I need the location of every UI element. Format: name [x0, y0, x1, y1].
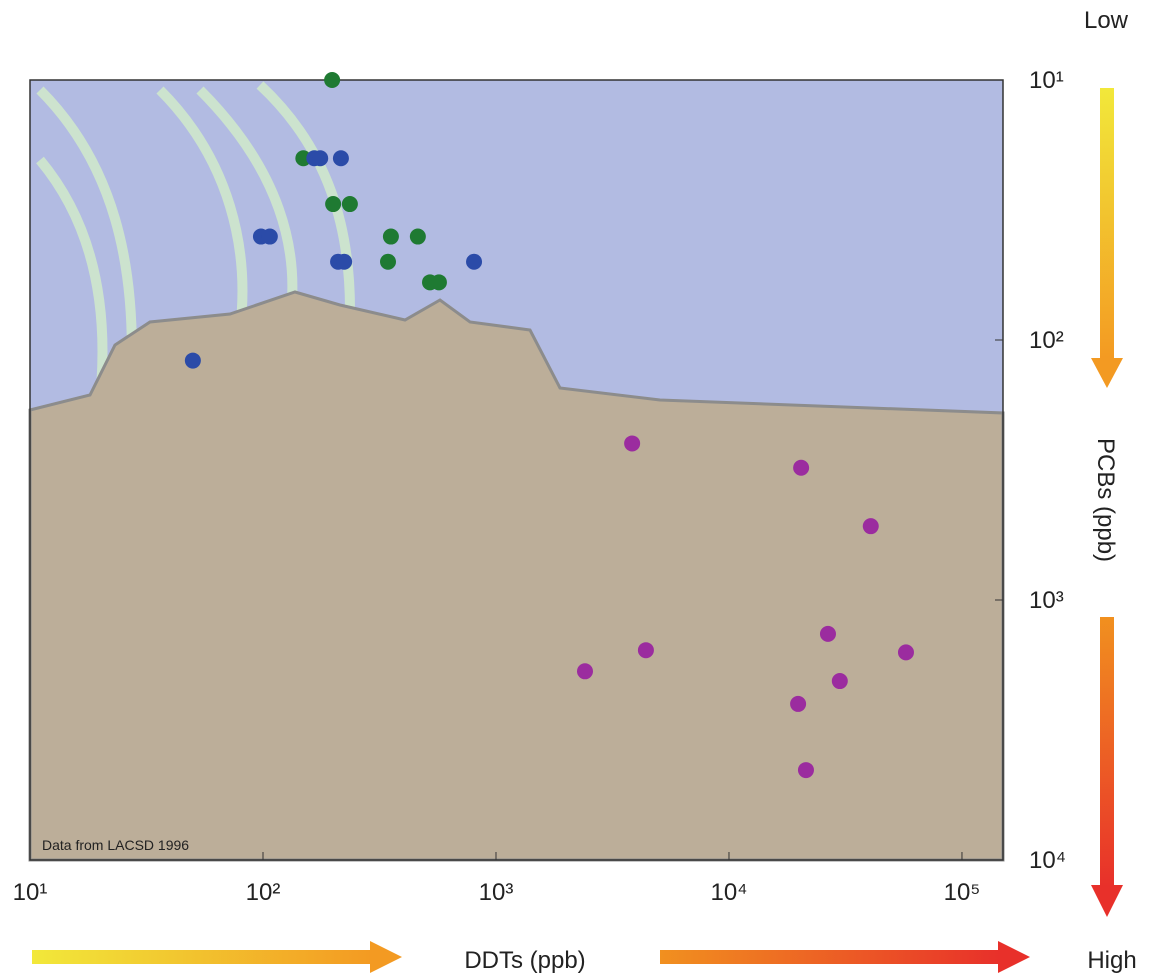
- low-label: Low: [1084, 7, 1129, 34]
- arrow-head: [998, 941, 1030, 973]
- point: [466, 253, 483, 270]
- y-tick-label: 10⁴: [1029, 847, 1066, 874]
- arrow-head: [370, 941, 402, 973]
- x-axis-label: DDTs (ppb): [464, 947, 585, 974]
- y-tick-label: 10¹: [1029, 67, 1064, 94]
- point: [332, 150, 349, 167]
- point: [793, 459, 810, 476]
- y-tick-label: 10²: [1029, 327, 1064, 354]
- x-tick-label: 10⁵: [944, 879, 981, 906]
- point: [430, 274, 447, 291]
- x-tick-label: 10¹: [13, 879, 48, 906]
- point: [624, 435, 641, 452]
- point: [380, 253, 397, 270]
- arrow-head: [1091, 358, 1123, 388]
- point: [409, 228, 426, 245]
- plot-frame: [29, 79, 1004, 861]
- point: [831, 673, 848, 690]
- y-tick-label: 10³: [1029, 587, 1064, 614]
- point: [261, 228, 278, 245]
- point: [325, 196, 342, 213]
- x-tick-label: 10³: [479, 879, 514, 906]
- point: [797, 762, 814, 779]
- point: [336, 253, 353, 270]
- point: [295, 150, 312, 167]
- arrow: [32, 950, 372, 964]
- source-note: Data from LACSD 1996: [42, 837, 189, 853]
- arrow-head: [1091, 885, 1123, 917]
- point: [637, 642, 654, 659]
- point: [790, 695, 807, 712]
- point: [312, 150, 329, 167]
- y-axis-label: PCBs (ppb): [1092, 438, 1119, 562]
- arrow: [1100, 617, 1114, 887]
- point: [184, 352, 201, 369]
- x-tick-label: 10⁴: [710, 879, 747, 906]
- high-label: High: [1087, 947, 1136, 974]
- point: [897, 644, 914, 661]
- x-tick-label: 10²: [246, 879, 281, 906]
- point: [341, 196, 358, 213]
- point: [576, 663, 593, 680]
- point: [324, 72, 341, 88]
- point: [819, 625, 836, 642]
- arrow: [1100, 88, 1114, 358]
- arrow: [660, 950, 1000, 964]
- point: [862, 518, 879, 535]
- point: [382, 228, 399, 245]
- scene: [28, 79, 1123, 973]
